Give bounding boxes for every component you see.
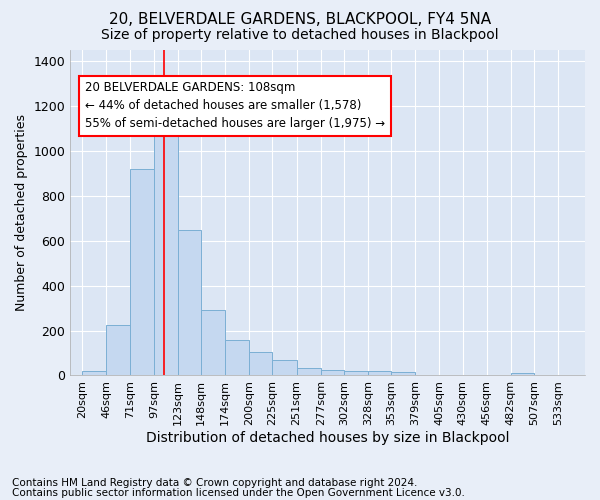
Bar [368,371,391,376]
Bar [178,230,201,376]
Bar [154,133,178,376]
Bar [249,352,272,376]
Text: Size of property relative to detached houses in Blackpool: Size of property relative to detached ho… [101,28,499,42]
Bar [391,372,415,376]
Bar [511,373,534,376]
Bar [272,360,296,376]
Text: Contains HM Land Registry data © Crown copyright and database right 2024.: Contains HM Land Registry data © Crown c… [12,478,418,488]
Text: 20 BELVERDALE GARDENS: 108sqm
← 44% of detached houses are smaller (1,578)
55% o: 20 BELVERDALE GARDENS: 108sqm ← 44% of d… [85,82,385,130]
Text: 20, BELVERDALE GARDENS, BLACKPOOL, FY4 5NA: 20, BELVERDALE GARDENS, BLACKPOOL, FY4 5… [109,12,491,28]
Y-axis label: Number of detached properties: Number of detached properties [15,114,28,311]
Bar [296,368,320,376]
Bar [130,169,154,376]
Bar [225,340,249,376]
X-axis label: Distribution of detached houses by size in Blackpool: Distribution of detached houses by size … [146,431,509,445]
Text: Contains public sector information licensed under the Open Government Licence v3: Contains public sector information licen… [12,488,465,498]
Bar [344,371,368,376]
Bar [82,372,106,376]
Bar [320,370,344,376]
Bar [201,310,225,376]
Bar [106,325,130,376]
